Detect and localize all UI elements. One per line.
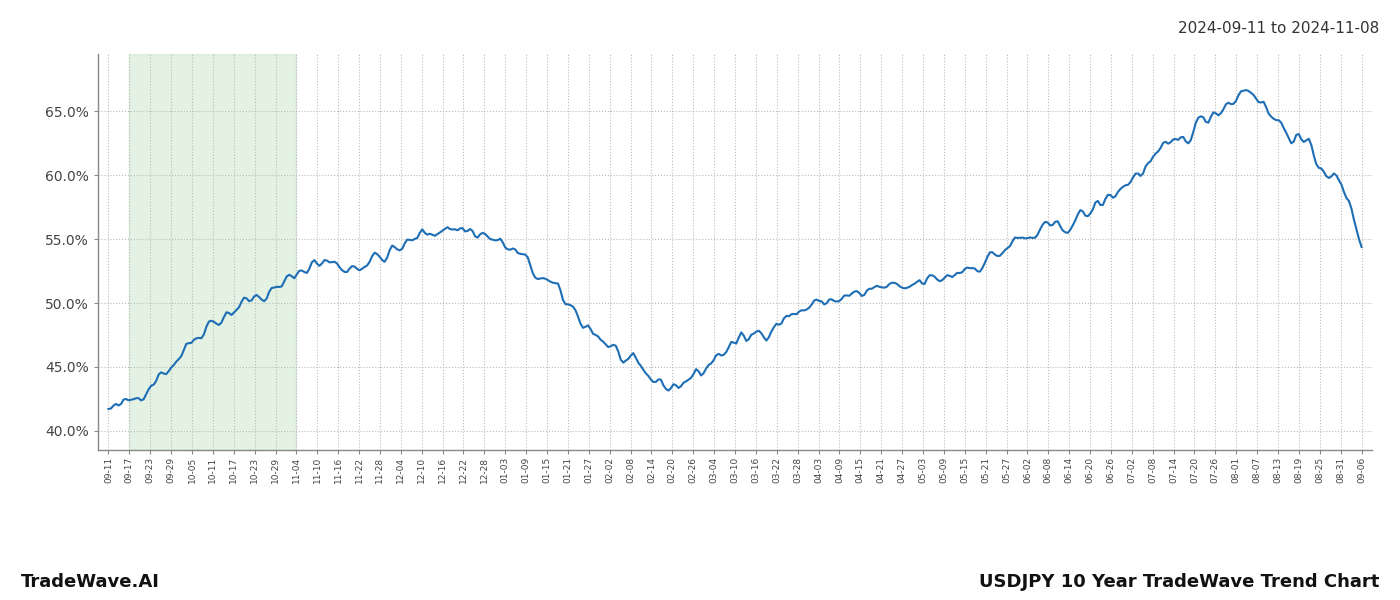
Text: 2024-09-11 to 2024-11-08: 2024-09-11 to 2024-11-08 [1177,21,1379,36]
Text: TradeWave.AI: TradeWave.AI [21,573,160,591]
Bar [129,54,297,450]
Text: USDJPY 10 Year TradeWave Trend Chart: USDJPY 10 Year TradeWave Trend Chart [979,573,1379,591]
